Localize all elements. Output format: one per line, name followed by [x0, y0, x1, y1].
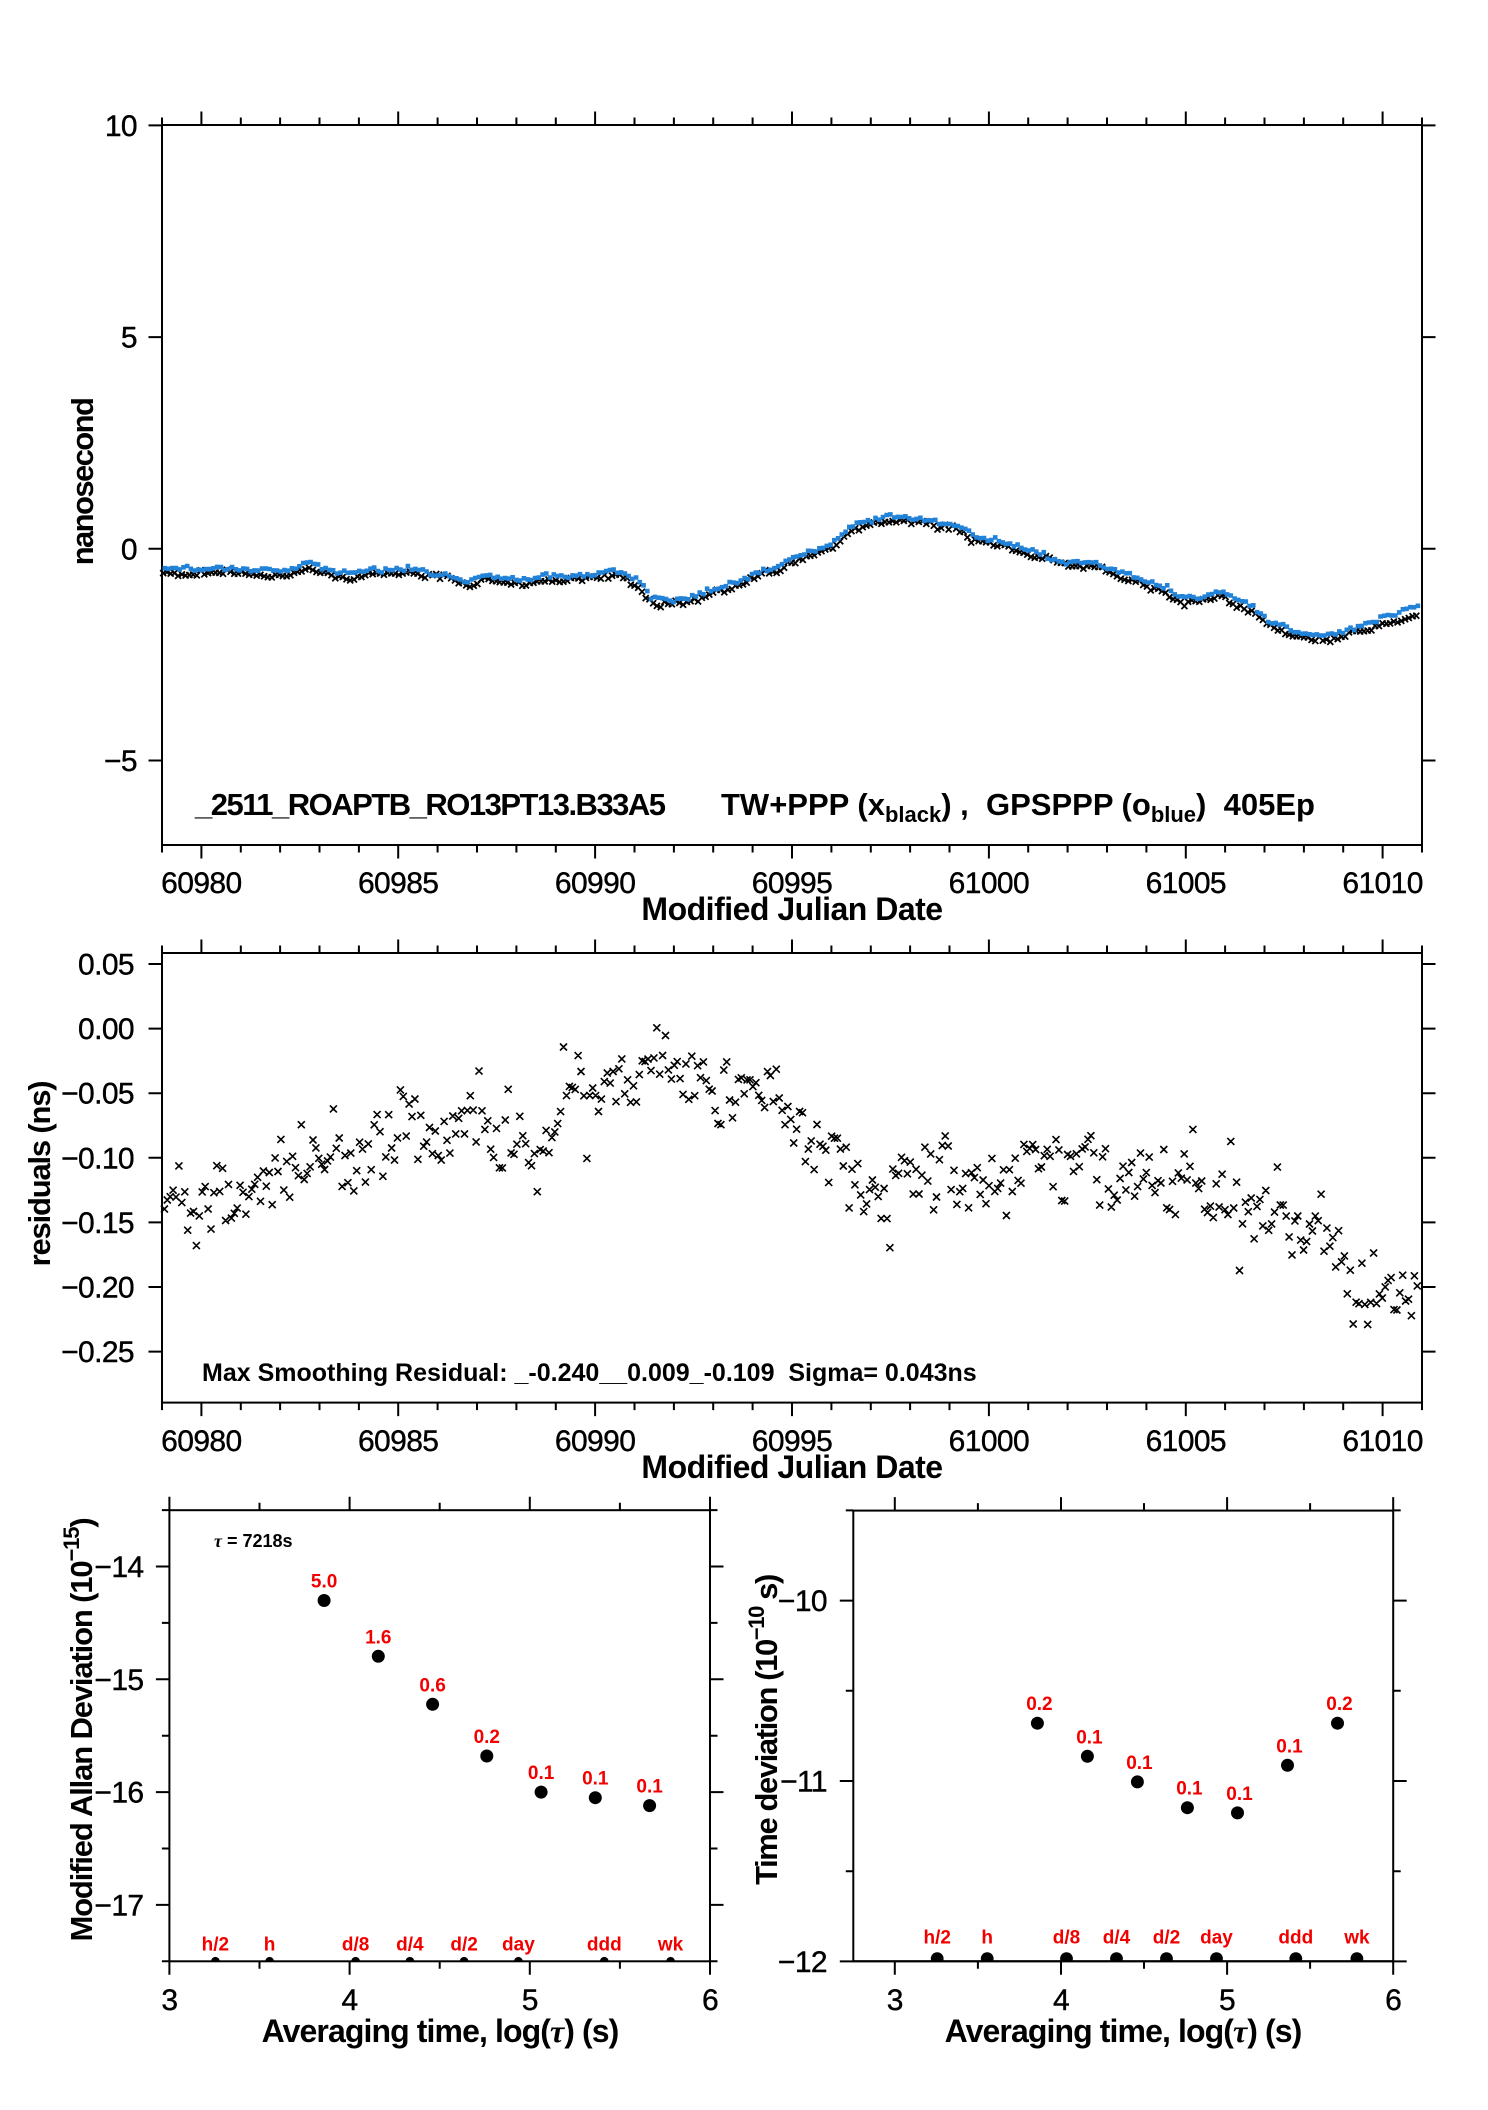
svg-text:60990: 60990: [555, 867, 635, 900]
svg-text:0.2: 0.2: [1026, 1694, 1052, 1715]
svg-text:0.1: 0.1: [1226, 1784, 1253, 1805]
svg-text:10: 10: [105, 110, 137, 143]
svg-text:0.2: 0.2: [474, 1727, 500, 1748]
svg-text:h: h: [981, 1927, 993, 1948]
svg-text:0.2: 0.2: [1326, 1694, 1352, 1715]
svg-text:61000: 61000: [949, 867, 1029, 900]
svg-text:4: 4: [1053, 1984, 1069, 2017]
svg-text:wk: wk: [657, 1934, 684, 1955]
svg-text:−12: −12: [778, 1946, 827, 1979]
svg-text:0.00: 0.00: [78, 1013, 134, 1046]
svg-text:6: 6: [702, 1984, 718, 2017]
svg-text:d/8: d/8: [342, 1934, 369, 1955]
svg-text:−11: −11: [780, 1766, 827, 1799]
svg-text:1.6: 1.6: [365, 1627, 391, 1648]
svg-text:d/2: d/2: [450, 1934, 477, 1955]
svg-text:Modified Julian Date: Modified Julian Date: [641, 891, 942, 927]
svg-text:Modified Julian Date: Modified Julian Date: [641, 1449, 942, 1485]
svg-text:60985: 60985: [358, 867, 438, 900]
svg-text:−0.10: −0.10: [61, 1142, 134, 1175]
svg-text:0.1: 0.1: [1276, 1736, 1303, 1757]
svg-text:−0.25: −0.25: [61, 1336, 134, 1369]
svg-text:60980: 60980: [161, 1425, 241, 1458]
svg-text:d/4: d/4: [1103, 1927, 1131, 1948]
svg-text:d/2: d/2: [1153, 1927, 1180, 1948]
svg-text:0.1: 0.1: [582, 1769, 609, 1790]
svg-text:5: 5: [121, 322, 137, 355]
svg-text:−0.15: −0.15: [61, 1207, 134, 1240]
svg-text:5.0: 5.0: [311, 1572, 337, 1593]
svg-text:−0.05: −0.05: [61, 1078, 134, 1111]
svg-text:0.6: 0.6: [419, 1675, 445, 1696]
svg-text:60985: 60985: [358, 1425, 438, 1458]
svg-text:0.05: 0.05: [78, 949, 134, 982]
svg-text:4: 4: [342, 1984, 358, 2017]
svg-text:0.1: 0.1: [1176, 1779, 1203, 1800]
svg-text:−17: −17: [94, 1889, 143, 1922]
svg-text:τ = 7218s: τ = 7218s: [214, 1531, 293, 1551]
svg-text:day: day: [502, 1934, 535, 1955]
svg-text:nanosecond: nanosecond: [65, 399, 100, 566]
svg-text:61010: 61010: [1342, 867, 1422, 900]
svg-text:3: 3: [887, 1984, 903, 2017]
svg-text:Modified Allan Deviation (10−1: Modified Allan Deviation (10−15): [59, 1518, 99, 1941]
svg-text:h: h: [264, 1934, 276, 1955]
svg-text:3: 3: [161, 1984, 177, 2017]
svg-text:d/4: d/4: [396, 1934, 424, 1955]
svg-text:5: 5: [1219, 1984, 1235, 2017]
svg-text:ddd: ddd: [587, 1934, 622, 1955]
svg-text:0.1: 0.1: [1076, 1727, 1103, 1748]
svg-text:0.1: 0.1: [528, 1763, 555, 1784]
svg-text:6: 6: [1385, 1984, 1401, 2017]
svg-text:Averaging time, log(τ) (s): Averaging time, log(τ) (s): [945, 2013, 1302, 2049]
svg-text:61005: 61005: [1146, 1425, 1226, 1458]
svg-text:60995: 60995: [752, 1425, 832, 1458]
svg-text:0: 0: [121, 533, 137, 566]
svg-text:Averaging time, log(τ) (s): Averaging time, log(τ) (s): [262, 2013, 619, 2049]
svg-text:h/2: h/2: [202, 1934, 229, 1955]
svg-text:60980: 60980: [161, 867, 241, 900]
svg-text:day: day: [1200, 1927, 1233, 1948]
svg-text:60990: 60990: [555, 1425, 635, 1458]
svg-text:Max Smoothing Residual: _-0.24: Max Smoothing Residual: _-0.240__0.009_-…: [202, 1359, 977, 1387]
svg-text:−15: −15: [94, 1664, 143, 1697]
svg-text:−14: −14: [94, 1551, 143, 1584]
svg-text:0.1: 0.1: [636, 1777, 663, 1798]
svg-text:−5: −5: [104, 745, 137, 778]
svg-text:61000: 61000: [949, 1425, 1029, 1458]
svg-text:0.1: 0.1: [1126, 1753, 1153, 1774]
svg-text:−0.20: −0.20: [61, 1272, 134, 1305]
svg-text:ddd: ddd: [1278, 1927, 1313, 1948]
svg-text:wk: wk: [1343, 1927, 1370, 1948]
svg-text:residuals (ns): residuals (ns): [22, 1082, 57, 1267]
svg-text:−10: −10: [778, 1585, 827, 1618]
svg-text:5: 5: [522, 1984, 538, 2017]
svg-text:h/2: h/2: [923, 1927, 950, 1948]
svg-text:d/8: d/8: [1053, 1927, 1080, 1948]
svg-text:60995: 60995: [752, 867, 832, 900]
svg-text:61010: 61010: [1342, 1425, 1422, 1458]
svg-text:−16: −16: [94, 1777, 143, 1810]
svg-text:61005: 61005: [1146, 867, 1226, 900]
